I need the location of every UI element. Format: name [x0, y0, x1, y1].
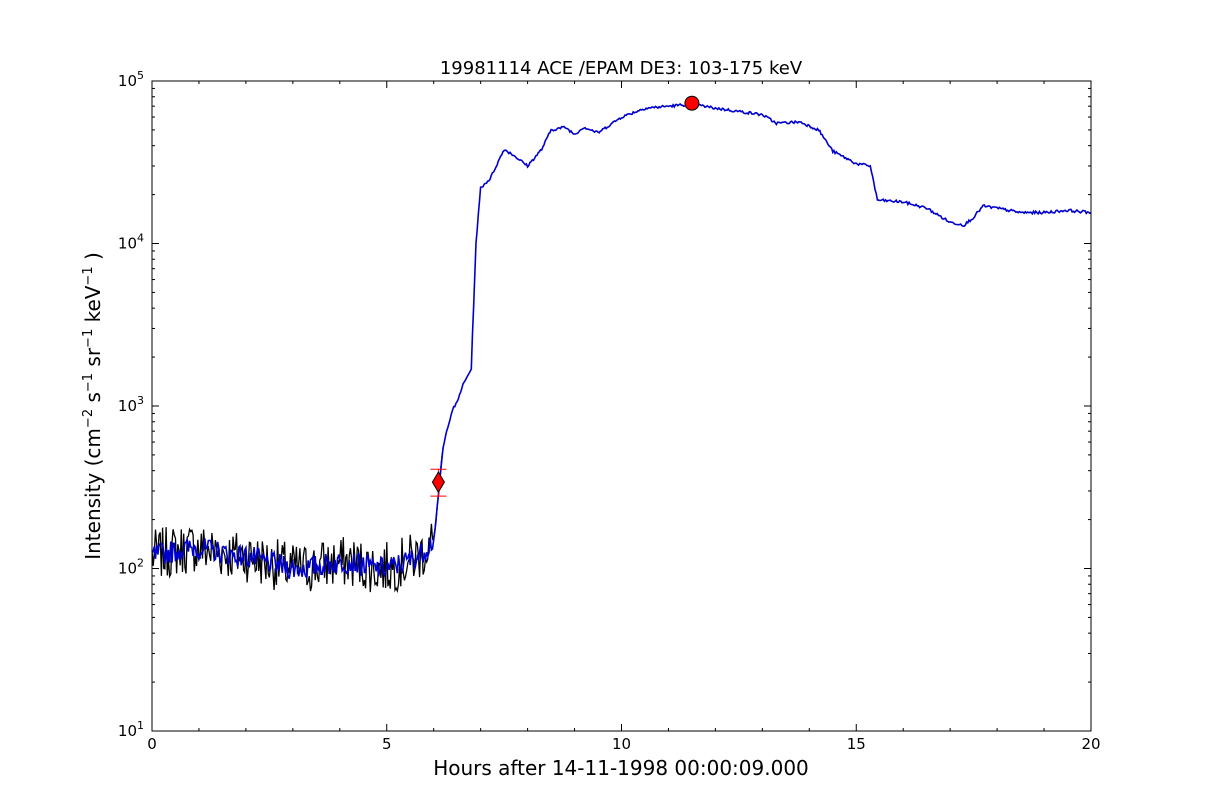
x-tick-label: 20: [1081, 735, 1100, 753]
y-tick-label: 102: [118, 557, 144, 578]
y-tick-label: 105: [118, 69, 144, 90]
onset-marker-2: [431, 471, 445, 494]
series-line-1: [151, 448, 444, 594]
x-tick-label: 15: [847, 735, 866, 753]
x-tick-label: 5: [382, 735, 392, 753]
peak-marker-1: [684, 95, 700, 111]
y-tick-label: 101: [118, 719, 144, 740]
chart-title: 19981114 ACE /EPAM DE3: 103-175 keV: [440, 58, 803, 79]
plot-area: 0 5 10 15 20 101 102 103 104 105: [118, 69, 1101, 753]
x-tick-label: 10: [612, 735, 631, 753]
y-tick-label: 103: [118, 394, 144, 415]
y-axis-label: Intensity (cm−2 s−1 sr−1 keV−1 ): [81, 252, 105, 560]
x-tick-label: 0: [147, 735, 157, 753]
y-tick-label: 104: [118, 232, 144, 253]
x-axis-label: Hours after 14-11-1998 00:00:09.000: [433, 756, 809, 780]
series-line-2: [151, 102, 1092, 580]
